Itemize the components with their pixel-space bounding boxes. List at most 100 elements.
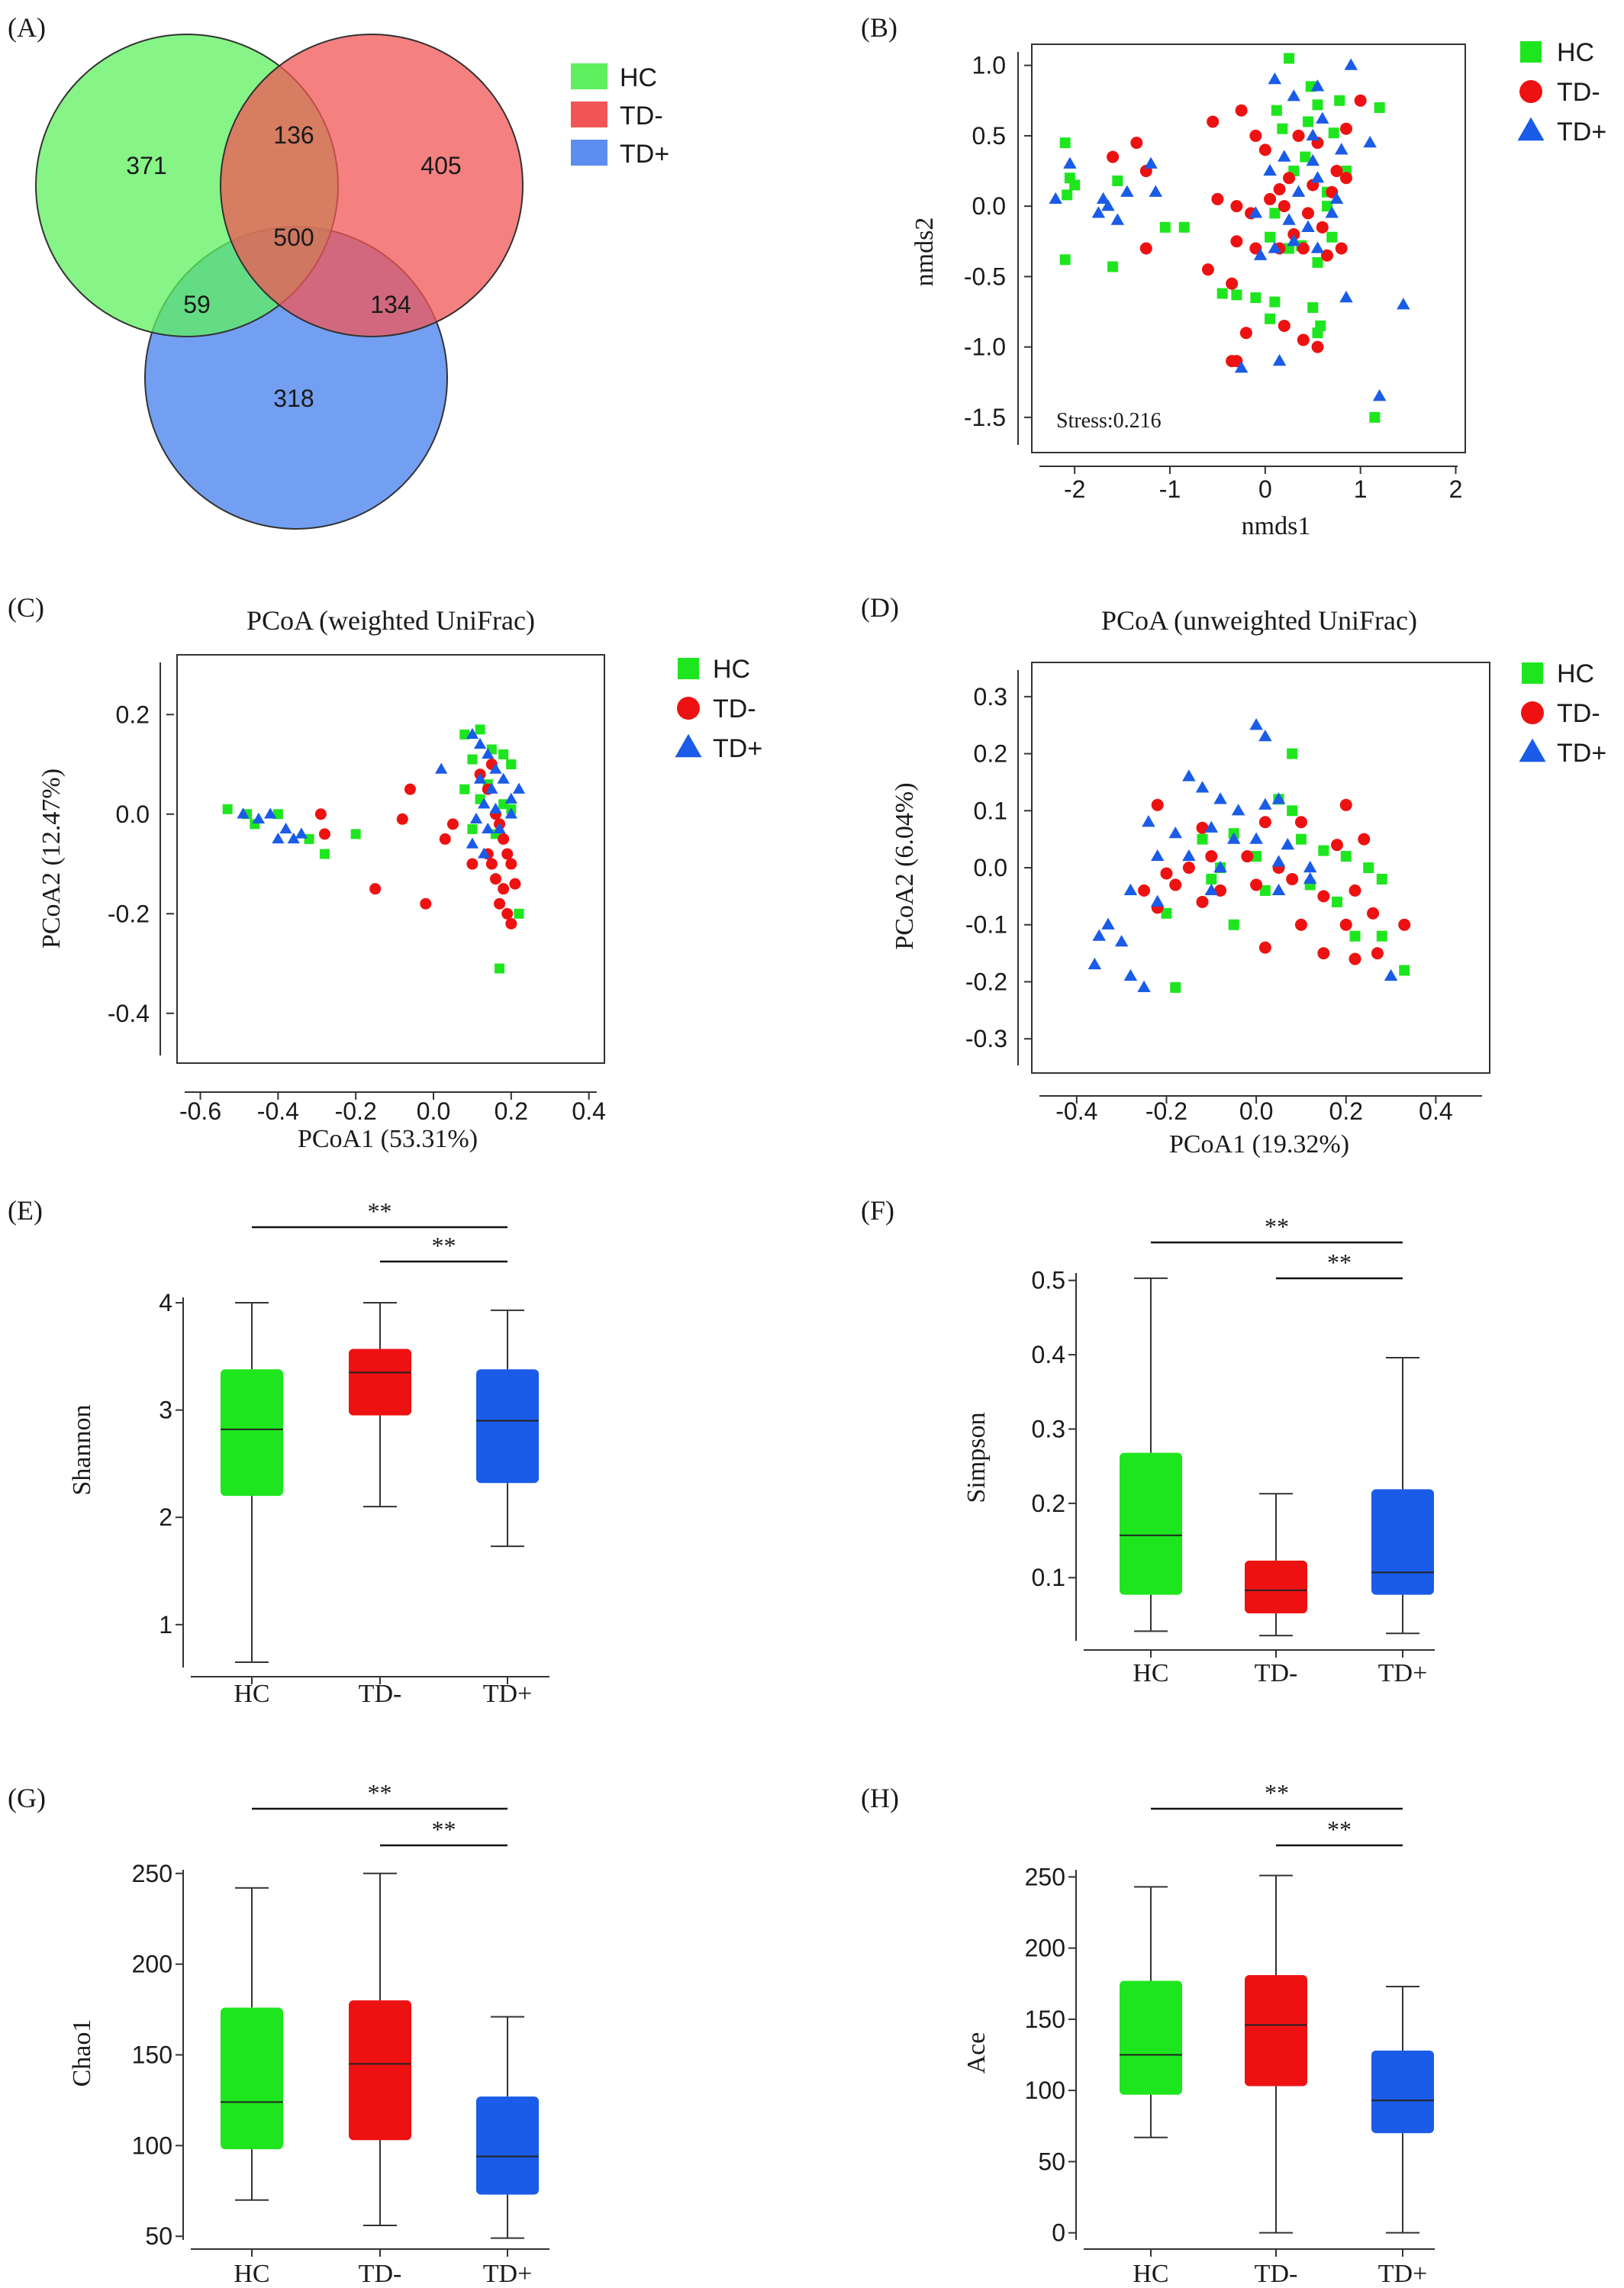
y-axis-label-h: Ace [962, 2032, 991, 2074]
data-point-square [1178, 221, 1190, 233]
data-point-square [350, 829, 361, 839]
data-point-circle [1339, 122, 1352, 135]
data-point-square [1284, 53, 1295, 64]
data-point-triangle [1213, 792, 1227, 804]
data-point-circle [1207, 115, 1220, 128]
y-tick-label-c: -0.2 [108, 900, 150, 927]
significance-label: ** [432, 1232, 456, 1259]
data-point-circle [1302, 207, 1315, 220]
venn-legend-swatch-tdneg [571, 102, 607, 127]
data-point-circle [1278, 319, 1290, 332]
y-tick-label-d: 0.1 [974, 797, 1007, 824]
legend-marker-triangle [675, 733, 702, 758]
data-point-square [1287, 748, 1298, 759]
significance-label: ** [368, 1779, 392, 1806]
data-point-triangle [1150, 894, 1165, 907]
significance-label: ** [368, 1197, 392, 1225]
significance-label: ** [1265, 1779, 1289, 1806]
data-point-triangle [264, 807, 277, 819]
data-point-circle [1286, 872, 1299, 885]
data-point-square [1326, 231, 1338, 243]
data-point-triangle [1182, 849, 1196, 862]
data-point-triangle [1281, 837, 1295, 850]
data-point-circle [498, 833, 510, 845]
data-point-square [467, 754, 478, 765]
data-point-triangle [466, 727, 479, 740]
data-point-triangle [1268, 241, 1282, 253]
data-point-square [459, 784, 470, 794]
data-point-circle [1339, 918, 1352, 931]
data-point-triangle [1249, 718, 1263, 730]
data-point-circle [1258, 143, 1271, 156]
data-point-triangle [1204, 820, 1219, 833]
x-tick-label-b: 0 [1258, 475, 1272, 503]
box-hc [1120, 1452, 1182, 1595]
data-point-square [1312, 327, 1323, 339]
y-tick-label-e: 3 [159, 1397, 172, 1424]
data-point-square [1269, 208, 1281, 219]
y-tick-label-g: 150 [132, 2041, 172, 2069]
data-point-circle [1235, 104, 1248, 117]
legend-label: TD+ [1557, 739, 1606, 768]
data-point-square [467, 823, 478, 834]
legend-d: HC TD- TD+ [1519, 659, 1606, 768]
data-point-triangle [489, 762, 502, 774]
venn-hc-tdneg: 136 [273, 121, 314, 149]
legend-marker-circle [1519, 80, 1542, 103]
data-point-square [1161, 907, 1172, 919]
category-label-h: TD- [1255, 2260, 1298, 2288]
y-tick-label-c: 0.2 [116, 701, 150, 728]
plot-frame-c [176, 654, 605, 1064]
data-point-square [1112, 175, 1123, 186]
y-tick-label-f: 0.4 [1032, 1341, 1065, 1368]
data-point-triangle [489, 802, 502, 814]
data-point-square [1269, 296, 1281, 308]
data-point-square [1062, 189, 1073, 201]
x-tick-label-b: 1 [1354, 475, 1368, 503]
legend-label: TD+ [1557, 118, 1606, 147]
scatter-points-d [1088, 718, 1411, 993]
y-tick-label-d: -0.1 [965, 911, 1007, 939]
box-tdneg [349, 2000, 411, 2141]
data-point-square [498, 799, 509, 810]
data-point-circle [1169, 878, 1182, 891]
data-point-triangle [1096, 192, 1110, 205]
x-tick-label-c: -0.4 [257, 1097, 299, 1125]
data-point-circle [1331, 839, 1343, 852]
data-point-triangle [435, 762, 448, 774]
scatter-points-c [222, 724, 526, 974]
data-point-circle [420, 897, 432, 910]
y-tick-label-d: 0.0 [974, 854, 1007, 881]
data-point-circle [314, 808, 327, 820]
data-point-circle [1230, 200, 1243, 213]
y-tick-label-b: -1.5 [964, 404, 1006, 431]
data-point-circle [1317, 947, 1330, 960]
y-tick-label-h: 150 [1025, 2006, 1065, 2033]
stress-annotation: Stress:0.216 [1056, 409, 1162, 433]
data-point-circle [1335, 242, 1348, 255]
box-tdpos [1371, 1489, 1434, 1595]
legend-label: HC [1557, 659, 1594, 688]
x-tick-label-c: -0.2 [335, 1097, 377, 1125]
data-point-circle [1160, 867, 1173, 880]
data-point-square [1334, 95, 1345, 106]
data-point-triangle [1301, 220, 1315, 232]
data-point-triangle [1258, 798, 1272, 810]
significance-label: ** [1327, 1249, 1352, 1276]
data-point-triangle [1271, 792, 1286, 804]
axes-d: 0.3 0.2 0.1 0.0 -0.1 -0.2 -0.3 -0.4 -0.2 0.0 0.2 0.… [965, 670, 1482, 1125]
data-point-circle [369, 883, 382, 895]
boxplot-f: 0.5 0.4 0.3 0.2 0.1 HC TD- TD+ ** ** [1032, 1213, 1435, 1687]
data-point-square [1069, 179, 1081, 191]
data-point-circle [466, 858, 478, 870]
scatter-points-b [1049, 53, 1410, 423]
box-tdpos [1371, 2050, 1434, 2134]
data-point-square [222, 804, 233, 814]
y-tick-label-g: 200 [132, 1951, 172, 1978]
data-point-square [1277, 123, 1288, 134]
data-point-triangle [1091, 206, 1106, 218]
data-point-circle [505, 858, 517, 870]
data-point-circle [485, 858, 498, 870]
data-point-triangle [1088, 957, 1102, 970]
data-point-circle [396, 813, 408, 825]
